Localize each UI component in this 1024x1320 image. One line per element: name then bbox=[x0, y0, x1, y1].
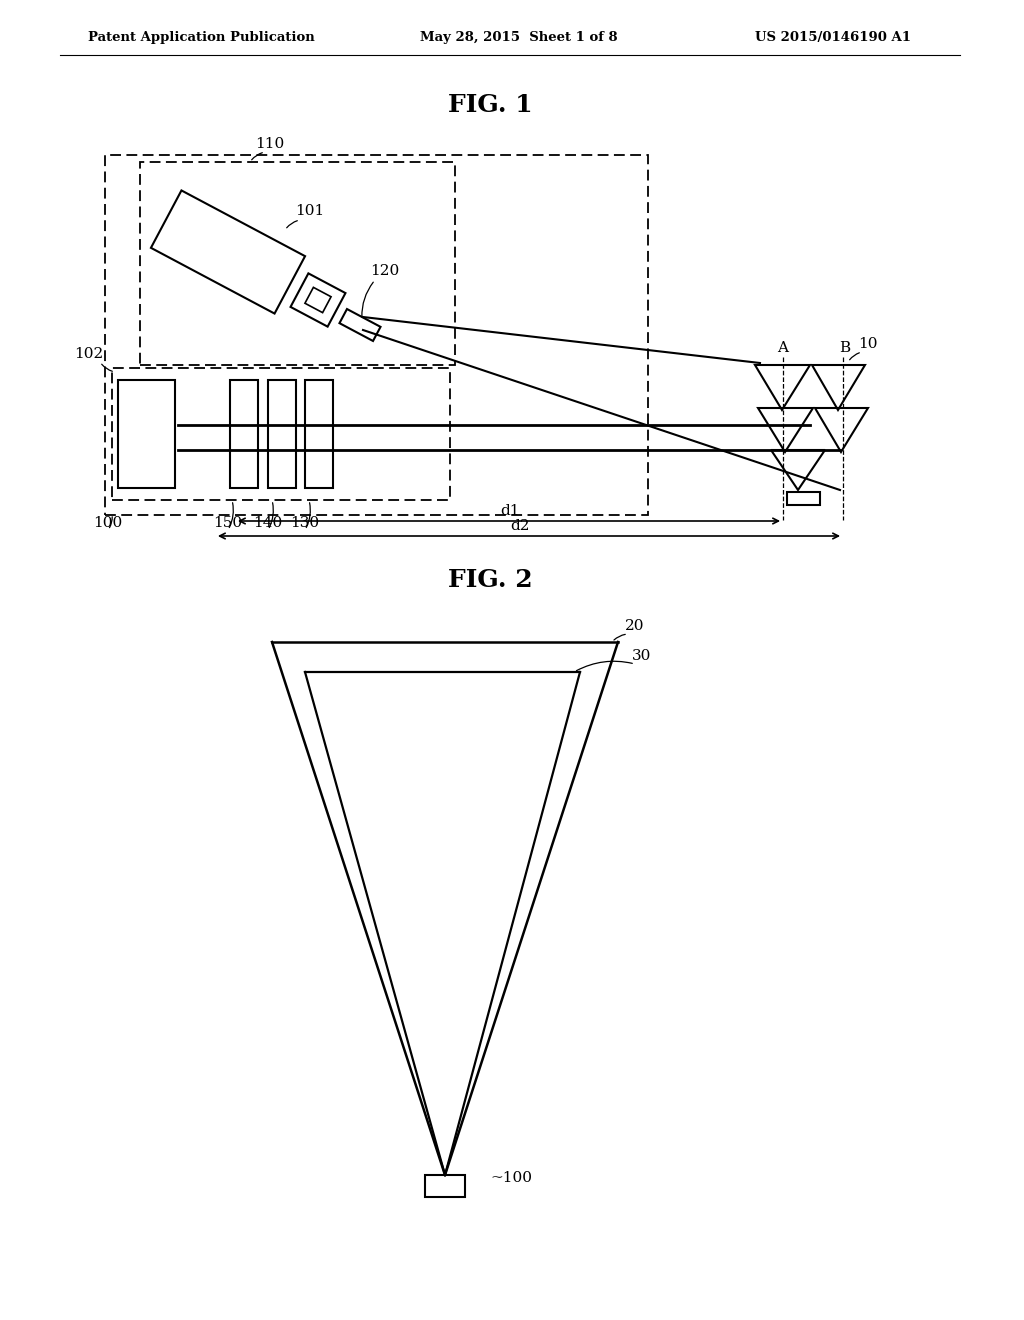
Text: B: B bbox=[840, 341, 851, 355]
Text: 150: 150 bbox=[213, 516, 243, 531]
Text: 10: 10 bbox=[858, 337, 878, 351]
Text: US 2015/0146190 A1: US 2015/0146190 A1 bbox=[755, 30, 911, 44]
Text: 140: 140 bbox=[253, 516, 283, 531]
Text: FIG. 2: FIG. 2 bbox=[447, 568, 532, 591]
Text: 101: 101 bbox=[295, 205, 325, 218]
Text: d2: d2 bbox=[510, 519, 529, 533]
Text: May 28, 2015  Sheet 1 of 8: May 28, 2015 Sheet 1 of 8 bbox=[420, 30, 617, 44]
Text: d1: d1 bbox=[501, 504, 520, 517]
Text: FIG. 1: FIG. 1 bbox=[447, 92, 532, 117]
Text: 120: 120 bbox=[370, 264, 399, 279]
Text: 110: 110 bbox=[255, 137, 285, 150]
Text: 130: 130 bbox=[291, 516, 319, 531]
Text: 100: 100 bbox=[93, 516, 123, 531]
Text: 30: 30 bbox=[632, 649, 651, 663]
Text: A: A bbox=[777, 341, 788, 355]
Text: ~100: ~100 bbox=[490, 1171, 532, 1185]
Text: Patent Application Publication: Patent Application Publication bbox=[88, 30, 314, 44]
Text: 20: 20 bbox=[625, 619, 644, 634]
Text: 102: 102 bbox=[74, 347, 103, 360]
